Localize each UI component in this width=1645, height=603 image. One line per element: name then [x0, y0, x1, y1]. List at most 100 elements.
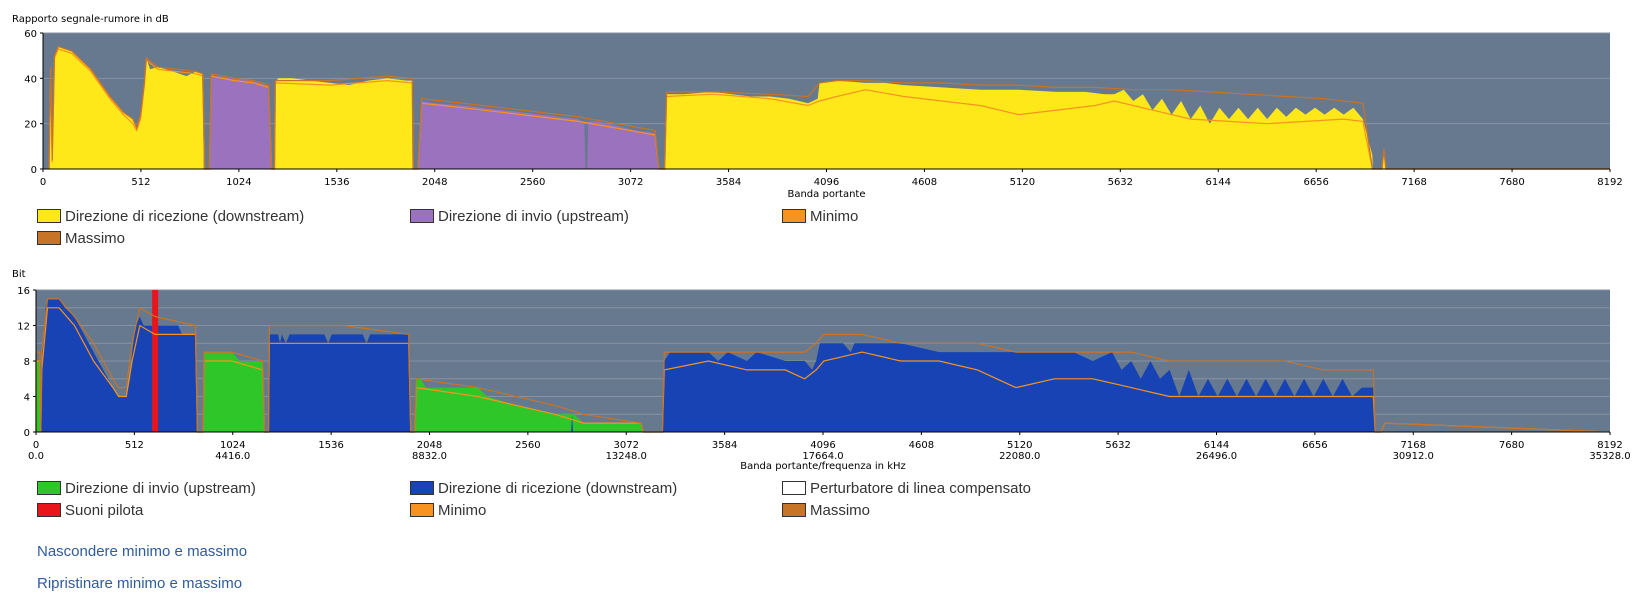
legend-swatch	[782, 503, 806, 518]
snr-x-tick-label: 6656	[1303, 177, 1328, 188]
bits-y-tick-label: 16	[17, 286, 30, 297]
snr-x-tick-label: 0	[40, 177, 46, 188]
snr-area-direzione-di-invio-upstream-	[417, 101, 659, 169]
bits-x-tick-label: 0	[33, 440, 39, 451]
bits-x-tick-label: 2560	[515, 440, 540, 451]
legend-item-maximum-bits: Massimo	[782, 502, 870, 520]
legend-item-minimum-bits: Minimo	[410, 502, 486, 520]
snr-x-tick-label: 4608	[912, 177, 937, 188]
bits-y-tick-label: 0	[24, 428, 30, 439]
bits-y-tick-label: 12	[17, 322, 30, 333]
bit-allocation-chart: Bit 0 4 8 12 16 0 512 1024 1536 2048 2560 3072 3584 40…	[12, 269, 1631, 472]
snr-y-tick-label: 60	[24, 29, 37, 40]
bits-area-direzione-di-invio-upstream-	[203, 352, 265, 432]
legend-swatch	[37, 481, 61, 496]
legend-item-maximum-snr: Massimo	[37, 230, 125, 248]
snr-y-tick-label: 0	[31, 165, 37, 176]
legend-swatch	[410, 481, 434, 496]
hide-min-max-link[interactable]: Nascondere minimo e massimo	[37, 543, 248, 560]
legend-label: Massimo	[810, 502, 871, 520]
bits-line-massimo	[35, 298, 1611, 433]
snr-y-axis-title: Rapporto segnale-rumore in dB	[12, 14, 169, 25]
bits-area-direzione-di-ricezione-downstream-	[268, 334, 411, 432]
snr-x-axis-title: Banda portante	[787, 189, 865, 200]
bits-x-tick-label: 5120	[1007, 440, 1032, 451]
bits-x-freq-label: 8832.0	[412, 451, 447, 462]
bits-x-axis-title: Banda portante/frequenza in kHz	[740, 461, 906, 472]
bits-y-axis-title: Bit	[12, 269, 26, 280]
bits-x-tick-label: 2048	[417, 440, 442, 451]
bits-y-tick-label: 4	[24, 393, 30, 404]
bits-area-direzione-di-ricezione-downstream-	[571, 414, 573, 432]
snr-x-tick-label: 2048	[422, 177, 447, 188]
bits-x-tick-label: 1024	[220, 440, 245, 451]
legend-label: Direzione di ricezione (downstream)	[65, 208, 305, 226]
snr-x-tick-label: 4096	[814, 177, 839, 188]
legend-label: Suoni pilota	[65, 502, 144, 520]
bits-x-tick-label: 5632	[1105, 440, 1130, 451]
bits-x-tick-label: 4608	[909, 440, 934, 451]
bits-line-minimo	[35, 307, 1611, 433]
bits-x-tick-label: 6144	[1204, 440, 1229, 451]
snr-x-tick-label: 7680	[1499, 177, 1524, 188]
snr-x-tick-label: 512	[131, 177, 150, 188]
bits-x-tick-label: 3072	[614, 440, 639, 451]
bits-area-direzione-di-ricezione-downstream-	[662, 343, 1376, 432]
snr-x-tick-label: 1024	[226, 177, 251, 188]
legend-label: Direzione di invio (upstream)	[65, 480, 256, 498]
bits-x-freq-label: 13248.0	[606, 451, 647, 462]
legend-swatch	[782, 209, 806, 224]
bits-x-freq-label: 30912.0	[1393, 451, 1434, 462]
bits-x-freq-label: 0.0	[28, 451, 44, 462]
legend-label: Direzione di ricezione (downstream)	[438, 480, 678, 498]
snr-x-tick-label: 1536	[324, 177, 349, 188]
legend-item-downstream-bits: Direzione di ricezione (downstream)	[410, 480, 677, 498]
snr-x-tick-label: 7168	[1401, 177, 1426, 188]
bits-x-tick-label: 7168	[1401, 440, 1426, 451]
bits-x-tick-label: 7680	[1499, 440, 1524, 451]
legend-swatch	[37, 231, 61, 246]
snr-x-tick-label: 8192	[1597, 177, 1622, 188]
legend-label: Massimo	[65, 230, 126, 248]
snr-y-tick-label: 40	[24, 74, 37, 85]
snr-x-tick-label: 6144	[1206, 177, 1231, 188]
bits-pilot-tone	[152, 290, 159, 432]
snr-x-tick-label: 2560	[520, 177, 545, 188]
bits-x-freq-label: 35328.0	[1589, 451, 1630, 462]
bits-area-direzione-di-ricezione-downstream-	[40, 298, 198, 432]
snr-chart: Rapporto segnale-rumore in dB 0 20 40 60 0 512…	[12, 14, 1623, 200]
snr-x-tick-label: 3072	[618, 177, 643, 188]
bits-x-tick-label: 6656	[1302, 440, 1327, 451]
legend-label: Minimo	[438, 502, 487, 520]
bits-x-freq-label: 26496.0	[1196, 451, 1237, 462]
snr-area-direzione-di-invio-upstream-	[209, 73, 272, 169]
snr-area-direzione-di-ricezione-downstream-	[274, 78, 414, 169]
bits-x-tick-label: 1536	[318, 440, 343, 451]
snr-x-tick-label: 5632	[1108, 177, 1133, 188]
legend-label: Perturbatore di linea compensato	[810, 480, 1031, 498]
snr-x-tick-label: 3584	[716, 177, 741, 188]
snr-line-minimo	[48, 48, 1610, 170]
bits-x-tick-label: 8192	[1597, 440, 1622, 451]
bits-x-tick-label: 512	[125, 440, 144, 451]
legend-item-compensated-crosstalk: Perturbatore di linea compensato	[782, 480, 1031, 498]
legend-item-downstream-snr: Direzione di ricezione (downstream)	[37, 208, 304, 226]
bits-area-direzione-di-invio-upstream-	[414, 378, 644, 432]
bits-x-freq-label: 17664.0	[802, 451, 843, 462]
legend-item-pilot-tones: Suoni pilota	[37, 502, 143, 520]
bits-y-tick-label: 8	[24, 357, 30, 368]
snr-y-tick-label: 20	[24, 120, 37, 131]
snr-x-tick-label: 5120	[1010, 177, 1035, 188]
legend-item-upstream-bits: Direzione di invio (upstream)	[37, 480, 256, 498]
snr-line-massimo	[48, 45, 1610, 170]
legend-item-upstream-snr: Direzione di invio (upstream)	[410, 208, 629, 226]
legend-swatch	[37, 209, 61, 224]
legend-swatch	[410, 503, 434, 518]
legend-swatch	[782, 481, 806, 496]
snr-area-direzione-di-ricezione-downstream-	[664, 80, 1373, 169]
restore-min-max-link[interactable]: Ripristinare minimo e massimo	[37, 575, 243, 592]
bits-x-tick-label: 4096	[810, 440, 835, 451]
legend-item-minimum-snr: Minimo	[782, 208, 858, 226]
legend-swatch	[37, 503, 61, 518]
bits-x-freq-label: 4416.0	[215, 451, 250, 462]
